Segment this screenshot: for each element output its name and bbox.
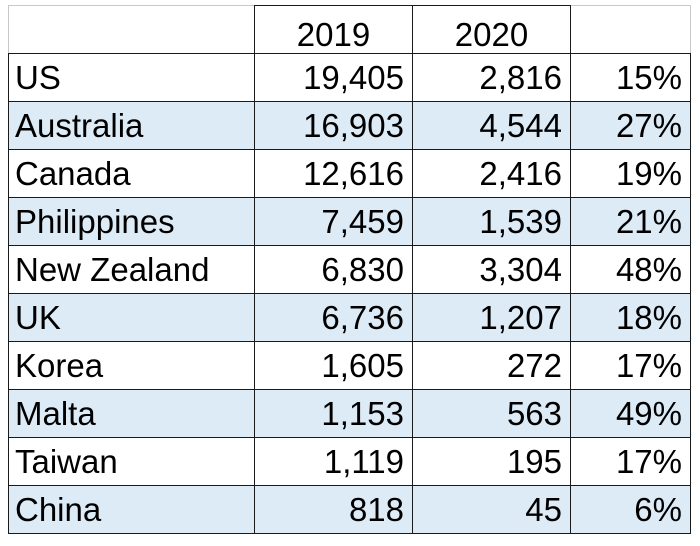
percent-cell[interactable]: 6% xyxy=(570,485,691,534)
country-cell[interactable]: Taiwan xyxy=(8,437,255,486)
value-2020-cell[interactable]: 2,416 xyxy=(412,149,571,198)
value-2020-cell[interactable]: 4,544 xyxy=(412,101,571,150)
data-table: 2019 2020 US 19,405 2,816 15% Australia … xyxy=(8,5,691,534)
value-2020-cell[interactable]: 272 xyxy=(412,341,571,390)
value-2020-cell[interactable]: 1,539 xyxy=(412,197,571,246)
table-row: China 818 45 6% xyxy=(8,485,691,534)
value-2019-cell[interactable]: 19,405 xyxy=(254,53,413,102)
percent-cell[interactable]: 21% xyxy=(570,197,691,246)
value-2019-cell[interactable]: 6,830 xyxy=(254,245,413,294)
value-2020-cell[interactable]: 2,816 xyxy=(412,53,571,102)
value-2020-cell[interactable]: 3,304 xyxy=(412,245,571,294)
header-cell-2020[interactable]: 2020 xyxy=(412,5,571,54)
country-cell[interactable]: Australia xyxy=(8,101,255,150)
header-cell-2019[interactable]: 2019 xyxy=(254,5,413,54)
percent-cell[interactable]: 15% xyxy=(570,53,691,102)
value-2020-cell[interactable]: 195 xyxy=(412,437,571,486)
value-2019-cell[interactable]: 1,605 xyxy=(254,341,413,390)
value-2020-cell[interactable]: 45 xyxy=(412,485,571,534)
header-cell-percent[interactable] xyxy=(570,5,691,54)
table-row: Philippines 7,459 1,539 21% xyxy=(8,197,691,246)
value-2020-cell[interactable]: 1,207 xyxy=(412,293,571,342)
percent-cell[interactable]: 27% xyxy=(570,101,691,150)
country-cell[interactable]: New Zealand xyxy=(8,245,255,294)
percent-cell[interactable]: 17% xyxy=(570,437,691,486)
table-row: New Zealand 6,830 3,304 48% xyxy=(8,245,691,294)
country-cell[interactable]: Canada xyxy=(8,149,255,198)
value-2019-cell[interactable]: 1,153 xyxy=(254,389,413,438)
percent-cell[interactable]: 17% xyxy=(570,341,691,390)
table-row: Malta 1,153 563 49% xyxy=(8,389,691,438)
percent-cell[interactable]: 18% xyxy=(570,293,691,342)
percent-cell[interactable]: 49% xyxy=(570,389,691,438)
country-cell[interactable]: Malta xyxy=(8,389,255,438)
header-cell-blank[interactable] xyxy=(8,5,255,54)
value-2019-cell[interactable]: 6,736 xyxy=(254,293,413,342)
value-2019-cell[interactable]: 7,459 xyxy=(254,197,413,246)
value-2019-cell[interactable]: 1,119 xyxy=(254,437,413,486)
table-row: Canada 12,616 2,416 19% xyxy=(8,149,691,198)
percent-cell[interactable]: 19% xyxy=(570,149,691,198)
country-cell[interactable]: China xyxy=(8,485,255,534)
country-cell[interactable]: Philippines xyxy=(8,197,255,246)
percent-cell[interactable]: 48% xyxy=(570,245,691,294)
table-row: US 19,405 2,816 15% xyxy=(8,53,691,102)
table-row: Australia 16,903 4,544 27% xyxy=(8,101,691,150)
country-cell[interactable]: US xyxy=(8,53,255,102)
country-cell[interactable]: UK xyxy=(8,293,255,342)
table-row: Korea 1,605 272 17% xyxy=(8,341,691,390)
value-2020-cell[interactable]: 563 xyxy=(412,389,571,438)
table-row: Taiwan 1,119 195 17% xyxy=(8,437,691,486)
table-row: UK 6,736 1,207 18% xyxy=(8,293,691,342)
value-2019-cell[interactable]: 818 xyxy=(254,485,413,534)
value-2019-cell[interactable]: 16,903 xyxy=(254,101,413,150)
value-2019-cell[interactable]: 12,616 xyxy=(254,149,413,198)
country-cell[interactable]: Korea xyxy=(8,341,255,390)
header-row: 2019 2020 xyxy=(8,5,691,54)
